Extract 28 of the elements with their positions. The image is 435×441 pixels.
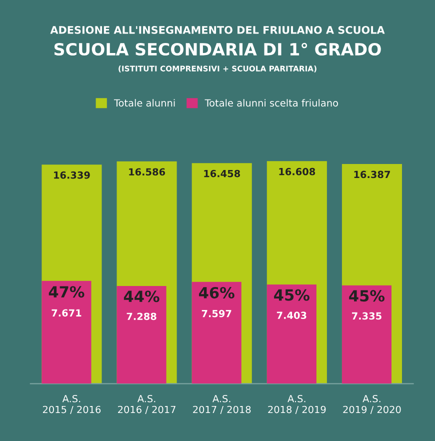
data-label: 7.403: [276, 312, 306, 320]
data-label: 16.458: [204, 170, 240, 178]
x-tick-label: A.S. 2017 / 2018: [193, 394, 251, 414]
data-label: 7.335: [352, 312, 382, 320]
legend-label: Totale alunni: [114, 99, 175, 107]
bar: [116, 286, 166, 384]
annotation: 46%: [199, 286, 234, 298]
data-label: 16.586: [129, 168, 166, 176]
chart-title: ADESIONE ALL'INSEGNAMENTO DEL FRIULANO A SCUOLA SCUOLA SECONDARIA DI 1° GRADO: [50, 26, 385, 56]
data-label: 16.608: [279, 168, 316, 176]
bar: [266, 284, 316, 384]
x-tick-label: A.S. 2018 / 2019: [268, 394, 326, 414]
annotation: 45%: [349, 290, 385, 302]
data-label: 7.671: [52, 309, 82, 317]
bar: [342, 285, 392, 384]
annotation: 44%: [124, 290, 160, 302]
data-label: 7.597: [202, 310, 232, 318]
bar: [192, 282, 242, 384]
bar: [42, 280, 92, 384]
x-tick-label: A.S. 2019 / 2020: [343, 394, 401, 414]
x-tick-label: A.S. 2016 / 2017: [118, 394, 176, 414]
annotation: 45%: [274, 289, 310, 301]
data-label: 16.387: [354, 170, 390, 178]
legend-label: Totale alunni scelta friulano: [204, 99, 338, 107]
data-label: 7.288: [126, 312, 156, 320]
x-tick-label: A.S. 2015 / 2016: [42, 394, 101, 414]
annotation: 47%: [48, 286, 84, 298]
data-label: 16.339: [54, 171, 90, 179]
